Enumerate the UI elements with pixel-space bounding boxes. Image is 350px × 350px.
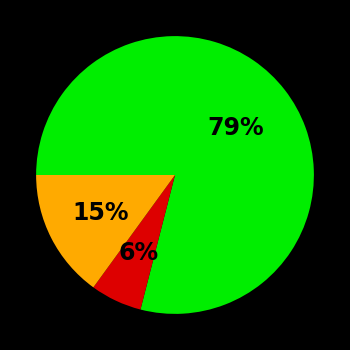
Wedge shape: [36, 36, 314, 314]
Text: 6%: 6%: [118, 241, 159, 265]
Wedge shape: [36, 175, 175, 287]
Wedge shape: [93, 175, 175, 309]
Text: 79%: 79%: [207, 116, 264, 140]
Text: 15%: 15%: [72, 201, 129, 225]
